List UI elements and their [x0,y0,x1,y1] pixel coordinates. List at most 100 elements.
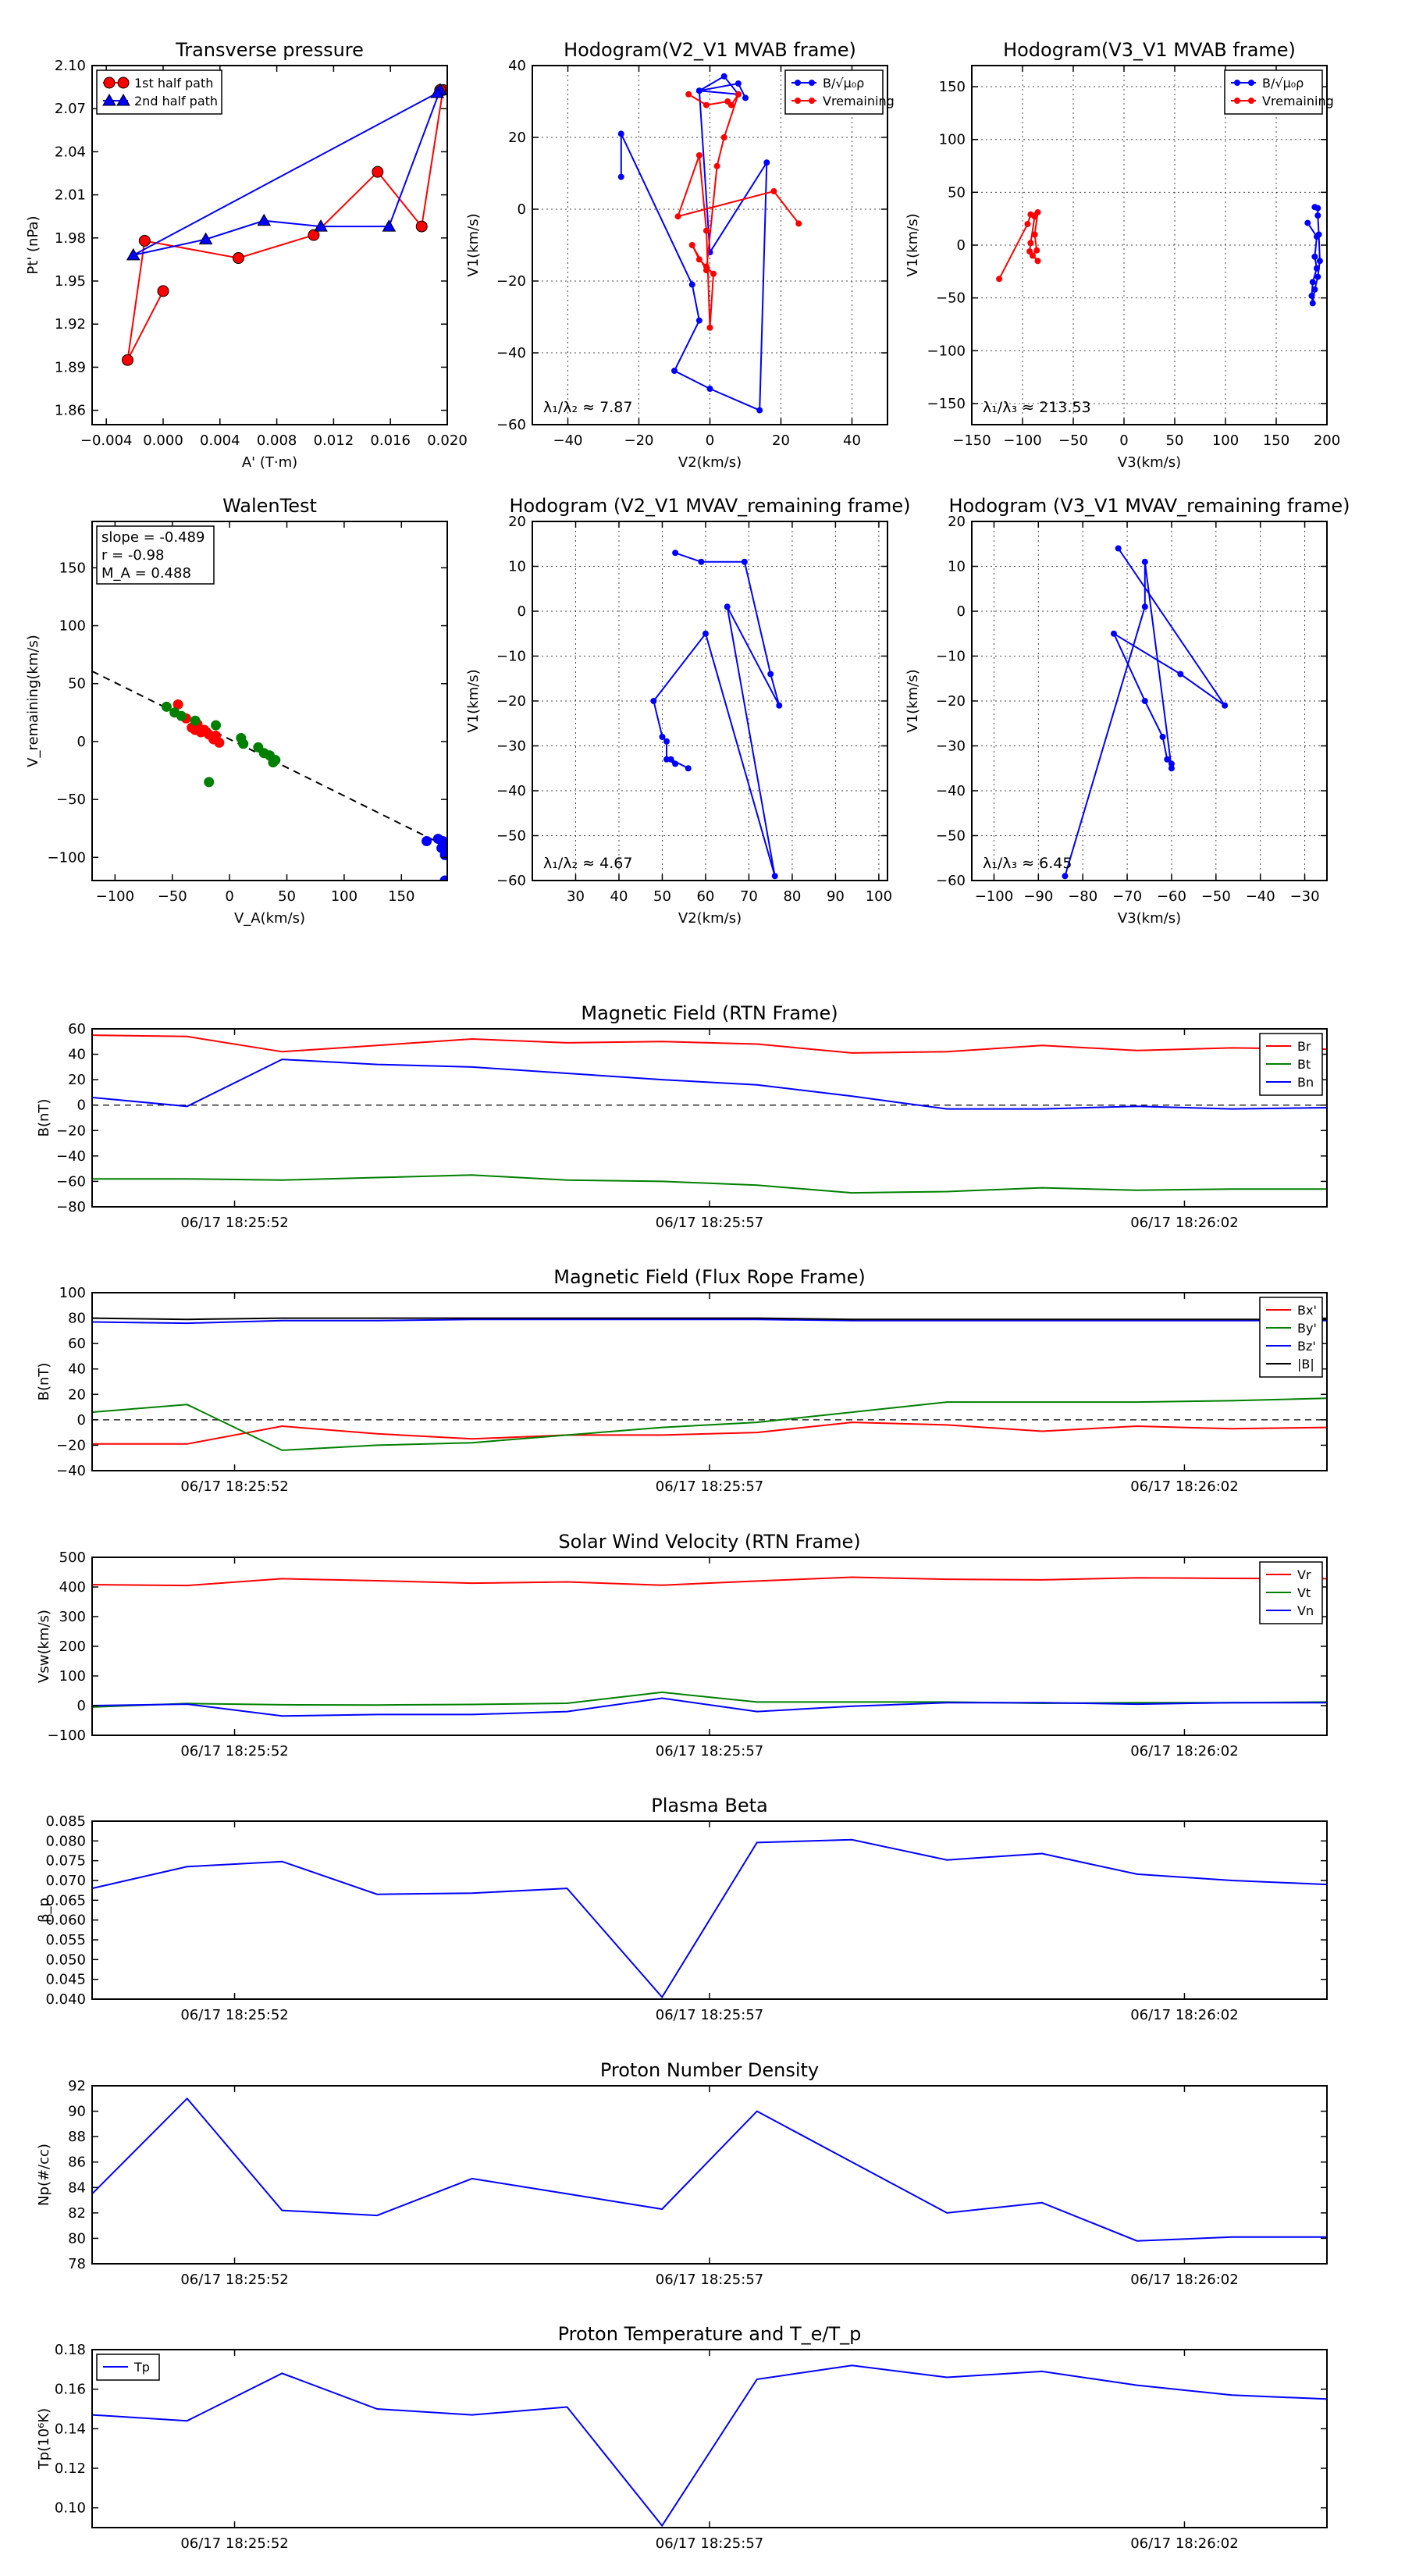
data-point [1311,204,1318,211]
data-point [688,281,695,288]
x-tick-label: −50 [158,888,187,905]
series-line [92,1697,1327,1717]
series-line [92,1318,1327,1325]
data-point [1314,273,1321,280]
y-tick-label: 88 [68,2129,86,2145]
y-tick-label: 82 [68,2205,86,2222]
y-axis-label: V1(km/s) [465,213,482,276]
chart-title: Proton Number Density [600,2059,819,2081]
legend-label: Vremaining [1262,94,1334,109]
data-point [238,738,249,749]
plot-frame [91,1557,1328,1736]
data-point [1031,231,1038,238]
data-point [674,213,681,220]
y-tick-label: 2.04 [55,144,86,160]
data-point [1311,253,1318,260]
data-point [695,317,702,324]
legend: Tp [96,2354,160,2381]
x-tick-label: −90 [1023,888,1053,905]
y-axis-label: β_p [36,1898,52,1923]
plot-area [972,521,1327,881]
series-b- [1304,204,1323,307]
y-tick-label: 0.040 [45,1991,86,2008]
series-line [92,2364,1327,2528]
x-tick-label: 06/17 18:25:52 [180,2272,288,2288]
chart-walen: WalenTest −100 −50 0 50 100 150 −100 −50 0 50 100 15… [25,495,448,927]
y-tick-label: 0 [518,603,526,620]
y-tick-label: −30 [936,738,966,755]
data-point [713,162,720,169]
y-axis-label: Vsw(km/s) [36,1610,52,1683]
legend-label: Vremaining [823,94,895,109]
data-point [763,159,770,166]
chart-title: Plasma Beta [651,1795,767,1816]
data-point [204,777,215,788]
plot-frame [91,1820,1328,2000]
legend-label: Bn [1297,1075,1314,1090]
series-line [92,1317,1327,1321]
data-point [436,842,447,853]
data-point [710,270,717,277]
data-point [422,836,432,847]
series-line [92,2097,1327,2242]
legend-marker [1234,80,1240,86]
series-green [161,701,281,788]
data-point [617,173,624,180]
legend-label: Bz' [1297,1339,1316,1354]
legend: 1st half path 2nd half path [96,69,222,115]
y-tick-label: 300 [59,1609,86,1625]
y-tick-label: 20 [948,514,966,530]
y-tick-label: 20 [68,1386,86,1403]
y-tick-label: −50 [56,792,86,808]
data-point [1115,545,1122,552]
series-line [92,1838,1327,1999]
y-tick-label: −50 [936,290,966,307]
x-tick-label: 70 [740,888,758,905]
legend: Br Bt Bn [1259,1033,1323,1096]
x-tick-label: 50 [1166,432,1184,449]
legend-label: Vn [1297,1603,1314,1618]
x-tick-label: −70 [1112,888,1142,905]
y-tick-label: 150 [59,560,86,576]
data-point [176,710,187,721]
y-tick-label: 80 [68,1311,86,1327]
data-point [685,91,692,98]
data-point [308,229,320,241]
x-tick-label: −100 [96,888,134,905]
data-point [1024,220,1031,227]
series-line [92,1174,1327,1194]
x-tick-label: 06/17 18:25:52 [180,1215,288,1231]
series-vremaining [996,209,1041,283]
y-tick-label: 90 [68,2104,86,2120]
legend-marker [1248,80,1254,86]
data-point [314,219,328,232]
y-tick-label: −50 [496,828,526,845]
data-point [257,213,272,226]
legend-box [1224,69,1323,115]
y-axis-label: Pt' (nPa) [25,215,41,274]
series-vt [92,1691,1327,1708]
y-tick-label: 2.01 [55,187,86,204]
data-point [1111,630,1117,637]
chart-title: Hodogram (V2_V1 MVAV_remaining frame) [509,495,910,517]
chart-beta: Plasma Beta 06/17 18:25:52 06/17 18:25:57 0… [36,1795,1328,2023]
y-tick-label: 0.16 [55,2382,86,2398]
chart-tp_temp: Proton Temperature and T_e/T_p 06/17 18:2… [36,2323,1328,2552]
chart-b_rtn: Magnetic Field (RTN Frame) 06/17 18:25:52… [36,1002,1328,1231]
chart-title: Hodogram(V2_V1 MVAB frame) [564,39,856,61]
series-vremaining [674,91,802,331]
data-point [1314,265,1320,272]
x-tick-label: −80 [1068,888,1097,905]
x-tick-label: −40 [553,432,583,449]
y-tick-label: 1.98 [55,230,86,247]
data-point [1168,765,1175,772]
series--p [92,1838,1327,1999]
plot-area [532,66,887,425]
series-line [92,1034,1327,1054]
legend-marker [809,98,815,104]
chart-hv31: Hodogram(V3_V1 MVAB frame) −150 −100 −50 0 50… [905,39,1340,471]
data-point [211,720,222,731]
y-tick-label: 50 [948,184,966,201]
legend-marker [1234,98,1240,104]
y-tick-label: −100 [927,343,966,359]
